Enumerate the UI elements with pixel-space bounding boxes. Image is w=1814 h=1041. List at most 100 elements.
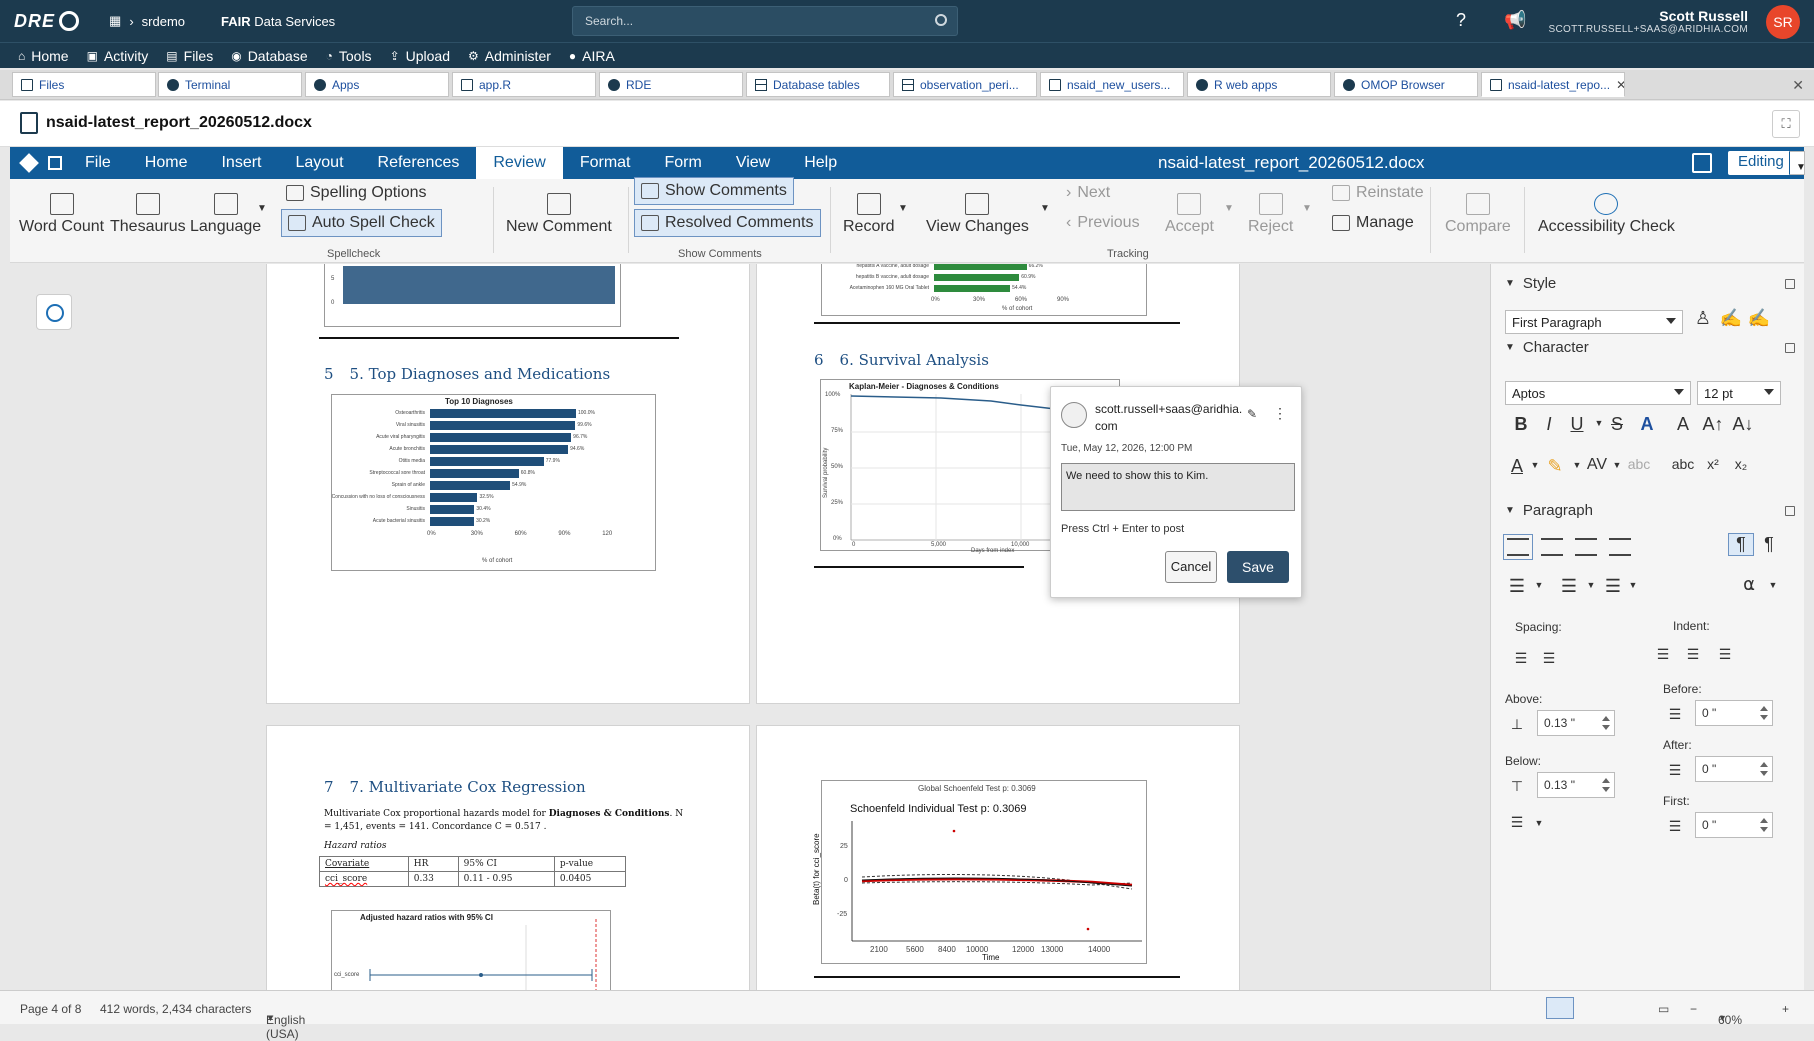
justify-icon[interactable] — [1609, 538, 1631, 556]
clone-formatting-icon[interactable]: ♙ — [1694, 308, 1712, 328]
language-dropdown-icon[interactable]: ▼ — [257, 203, 267, 214]
underline-dropdown-icon[interactable]: ▼ — [1594, 418, 1604, 428]
nav-upload[interactable]: ⇪ Upload — [390, 48, 450, 64]
change-case-icon[interactable]: abc — [1671, 456, 1695, 472]
menu-format[interactable]: Format — [579, 154, 631, 171]
manage-changes-button[interactable]: Manage — [1326, 209, 1420, 237]
font-color-icon[interactable]: A — [1510, 456, 1523, 476]
font-name-select[interactable]: Aptos — [1505, 381, 1691, 405]
spin-up-icon[interactable] — [1602, 716, 1610, 721]
tab-files[interactable]: Files — [12, 72, 156, 97]
menu-form[interactable]: Form — [664, 154, 702, 171]
paragraph-style-select[interactable]: First Paragraph — [1505, 310, 1683, 334]
user-info[interactable]: Scott Russell SCOTT.RUSSELL+SAAS@ARIDHIA… — [1549, 8, 1748, 35]
font-color-dropdown-icon[interactable]: ▼ — [1530, 460, 1540, 470]
font-size-select[interactable]: 12 pt — [1697, 381, 1781, 405]
line-spacing-icon[interactable]: ☰ — [1510, 814, 1524, 830]
nav-administer[interactable]: ⚙ Administer — [468, 48, 551, 64]
outline-list-icon[interactable]: ☰ — [1604, 576, 1622, 596]
view-changes-dropdown-icon[interactable]: ▼ — [1040, 203, 1050, 214]
navigator-button[interactable] — [36, 294, 72, 330]
spin-up-icon[interactable] — [1602, 778, 1610, 783]
align-right-icon[interactable] — [1575, 538, 1597, 556]
word-count-status[interactable]: 412 words, 2,434 characters — [100, 1002, 252, 1016]
background-dropdown-icon[interactable]: ▼ — [1768, 580, 1778, 590]
align-center-icon[interactable] — [1541, 538, 1563, 556]
spacing-dropdown-icon[interactable]: ▼ — [1612, 460, 1622, 470]
spin-up-icon[interactable] — [1760, 762, 1768, 767]
rtl-paragraph-icon[interactable]: ¶ — [1764, 534, 1774, 554]
increase-spacing-icon[interactable]: ☰ — [1514, 650, 1528, 666]
help-icon[interactable]: ? — [1455, 10, 1466, 30]
highlight-icon[interactable]: ✎ — [1547, 456, 1563, 476]
menu-insert[interactable]: Insert — [221, 154, 262, 171]
view-changes-button[interactable]: View Changes — [926, 193, 1029, 236]
accept-dropdown-icon[interactable]: ▼ — [1224, 203, 1234, 214]
spin-down-icon[interactable] — [1602, 725, 1610, 730]
subscript-icon[interactable]: x₂ — [1734, 456, 1748, 472]
zoom-in-icon[interactable]: + — [1782, 1002, 1790, 1016]
paragraph-section-header[interactable]: ▼ Paragraph — [1505, 502, 1593, 519]
menu-file[interactable]: File — [85, 154, 111, 171]
dre-logo[interactable]: DRE — [14, 11, 80, 32]
nav-activity[interactable]: ▣ Activity — [87, 48, 149, 64]
bullets-icon[interactable]: ☰ — [1508, 576, 1526, 596]
avatar[interactable]: SR — [1766, 5, 1800, 39]
save-button[interactable]: Save — [1227, 551, 1289, 583]
abc-icon[interactable]: abc — [1627, 456, 1651, 472]
page-indicator[interactable]: Page 4 of 8 — [20, 1002, 82, 1016]
accept-button[interactable]: Accept — [1165, 193, 1214, 236]
zoom-out-icon[interactable]: − — [1690, 1002, 1698, 1016]
language-button[interactable]: Language — [190, 193, 261, 236]
after-indent-input[interactable]: 0 " — [1695, 756, 1773, 782]
menu-review[interactable]: Review — [476, 147, 563, 179]
menu-view[interactable]: View — [735, 154, 771, 171]
search-input[interactable]: Search... — [572, 6, 958, 36]
accessibility-check-button[interactable]: Accessibility Check — [1538, 193, 1675, 236]
font-effects-icon[interactable]: A — [1640, 414, 1654, 434]
tab-terminal[interactable]: Terminal — [158, 72, 302, 97]
fit-page-icon[interactable]: ▭ — [1658, 1002, 1670, 1016]
shrink-font-icon[interactable]: A↓ — [1732, 414, 1754, 434]
record-dropdown-icon[interactable]: ▼ — [898, 203, 908, 214]
bold-icon[interactable]: B — [1514, 414, 1528, 434]
fullscreen-icon[interactable]: ⛶ — [1772, 110, 1800, 138]
announcement-icon[interactable]: 📢 — [1504, 10, 1527, 30]
popout-icon[interactable] — [1785, 506, 1795, 516]
menu-home[interactable]: Home — [144, 154, 188, 171]
tab-r-web-apps[interactable]: R web apps — [1187, 72, 1331, 97]
single-page-view-icon[interactable] — [1546, 997, 1574, 1019]
more-options-icon[interactable]: ⋮ — [1273, 405, 1287, 421]
popout-icon[interactable] — [1785, 343, 1795, 353]
search-icon[interactable] — [935, 14, 947, 26]
line-spacing-dropdown-icon[interactable]: ▼ — [1534, 818, 1544, 828]
align-left-icon[interactable] — [1503, 534, 1533, 560]
show-comments-toggle[interactable]: Show Comments — [634, 177, 794, 205]
popout-icon[interactable] — [1785, 279, 1795, 289]
reject-dropdown-icon[interactable]: ▼ — [1302, 203, 1312, 214]
save-icon[interactable] — [48, 156, 62, 170]
spelling-options-button[interactable]: Spelling Options — [280, 179, 433, 207]
compare-button[interactable]: Compare — [1445, 193, 1511, 236]
comment-textarea[interactable]: We need to show this to Kim. — [1061, 463, 1295, 511]
record-button[interactable]: Record — [843, 193, 895, 236]
nav-files[interactable]: ▤ Files — [166, 48, 213, 64]
bullets-dropdown-icon[interactable]: ▼ — [1534, 580, 1544, 590]
multi-page-view-icon[interactable] — [1580, 997, 1608, 1019]
hanging-indent-icon[interactable]: ☰ — [1718, 646, 1732, 662]
new-style-icon[interactable]: ✍ — [1747, 308, 1771, 328]
spin-down-icon[interactable] — [1760, 771, 1768, 776]
increase-indent-icon[interactable]: ☰ — [1656, 646, 1670, 662]
tab-nsaid-latest-report[interactable]: nsaid-latest_repo... ✕ — [1481, 72, 1625, 97]
character-section-header[interactable]: ▼ Character — [1505, 339, 1589, 356]
close-icon[interactable]: ✕ — [1616, 78, 1624, 92]
outline-dropdown-icon[interactable]: ▼ — [1628, 580, 1638, 590]
reinstate-button[interactable]: Reinstate — [1326, 179, 1430, 207]
tab-observation[interactable]: observation_peri... — [893, 72, 1037, 97]
spin-up-icon[interactable] — [1760, 818, 1768, 823]
first-line-indent-input[interactable]: 0 " — [1695, 812, 1773, 838]
menu-help[interactable]: Help — [804, 154, 838, 171]
spin-down-icon[interactable] — [1602, 787, 1610, 792]
workspace-switcher[interactable]: ▦ › srdemo — [109, 13, 185, 29]
ltr-paragraph-icon[interactable]: ¶ — [1728, 533, 1754, 556]
